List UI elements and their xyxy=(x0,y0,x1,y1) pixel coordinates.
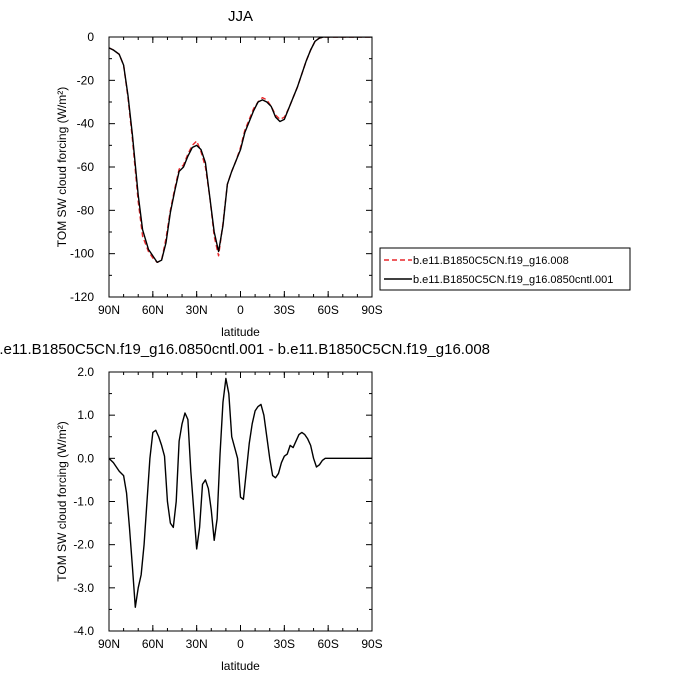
x-tick-label: 60S xyxy=(317,637,338,651)
y-tick-label: -40 xyxy=(77,117,95,131)
chart-panel-1: JJA 90N 60N 30N 0 30S 60S 90S 0 -20 -40 -60 -80 -100 -… xyxy=(55,8,631,339)
legend-label-2: b.e11.B1850C5CN.f19_g16.0850cntl.001 xyxy=(413,274,613,286)
x-tick-label: 90S xyxy=(361,303,382,317)
y-tick-label: -120 xyxy=(70,290,94,304)
y-tick-label: -2.0 xyxy=(73,538,94,552)
y-tick-label: -60 xyxy=(77,160,95,174)
chart-panel-2: b.e11.B1850C5CN.f19_g16.0850cntl.001 - b… xyxy=(0,341,490,673)
x-tick-label: 60N xyxy=(142,637,164,651)
x-tick-label: 0 xyxy=(237,303,244,317)
x-tick-label: 60S xyxy=(317,303,338,317)
legend-box xyxy=(379,247,631,291)
x-axis-title: latitude xyxy=(221,325,260,339)
series-line-1 xyxy=(109,377,372,608)
chart-title: JJA xyxy=(228,8,253,25)
y-tick-label: 0.0 xyxy=(77,451,94,465)
x-tick-label: 30N xyxy=(186,303,208,317)
y-tick-label: 1.0 xyxy=(77,408,94,422)
x-tick-label: 0 xyxy=(237,637,244,651)
y-axis-title: TOM SW cloud forcing (W/m²) xyxy=(55,87,69,247)
y-tick-label: 2.0 xyxy=(77,365,94,379)
plot-frame xyxy=(108,371,373,632)
x-tick-label: 60N xyxy=(142,303,164,317)
x-axis-title: latitude xyxy=(221,659,260,673)
series-line-2 xyxy=(109,37,372,264)
x-tick-label: 90N xyxy=(98,303,120,317)
y-axis-title: TOM SW cloud forcing (W/m²) xyxy=(55,421,69,581)
y-tick-label: -20 xyxy=(77,73,95,87)
y-tick-label: -3.0 xyxy=(73,581,94,595)
y-tick-label: -1.0 xyxy=(73,495,94,509)
y-tick-label: -100 xyxy=(70,247,94,261)
x-tick-label: 30S xyxy=(274,303,295,317)
legend: b.e11.B1850C5CN.f19_g16.008 b.e11.B1850C5… xyxy=(379,247,631,291)
x-tick-label: 30S xyxy=(274,637,295,651)
x-tick-label: 90N xyxy=(98,637,120,651)
y-tick-label: -4.0 xyxy=(73,624,94,638)
chart-title: b.e11.B1850C5CN.f19_g16.0850cntl.001 - b… xyxy=(0,341,490,358)
y-tick-label: 0 xyxy=(87,30,94,44)
x-tick-label: 30N xyxy=(186,637,208,651)
y-tick-label: -80 xyxy=(77,203,95,217)
legend-label-1: b.e11.B1850C5CN.f19_g16.008 xyxy=(413,255,569,267)
x-tick-label: 90S xyxy=(361,637,382,651)
plot-frame xyxy=(108,36,373,298)
